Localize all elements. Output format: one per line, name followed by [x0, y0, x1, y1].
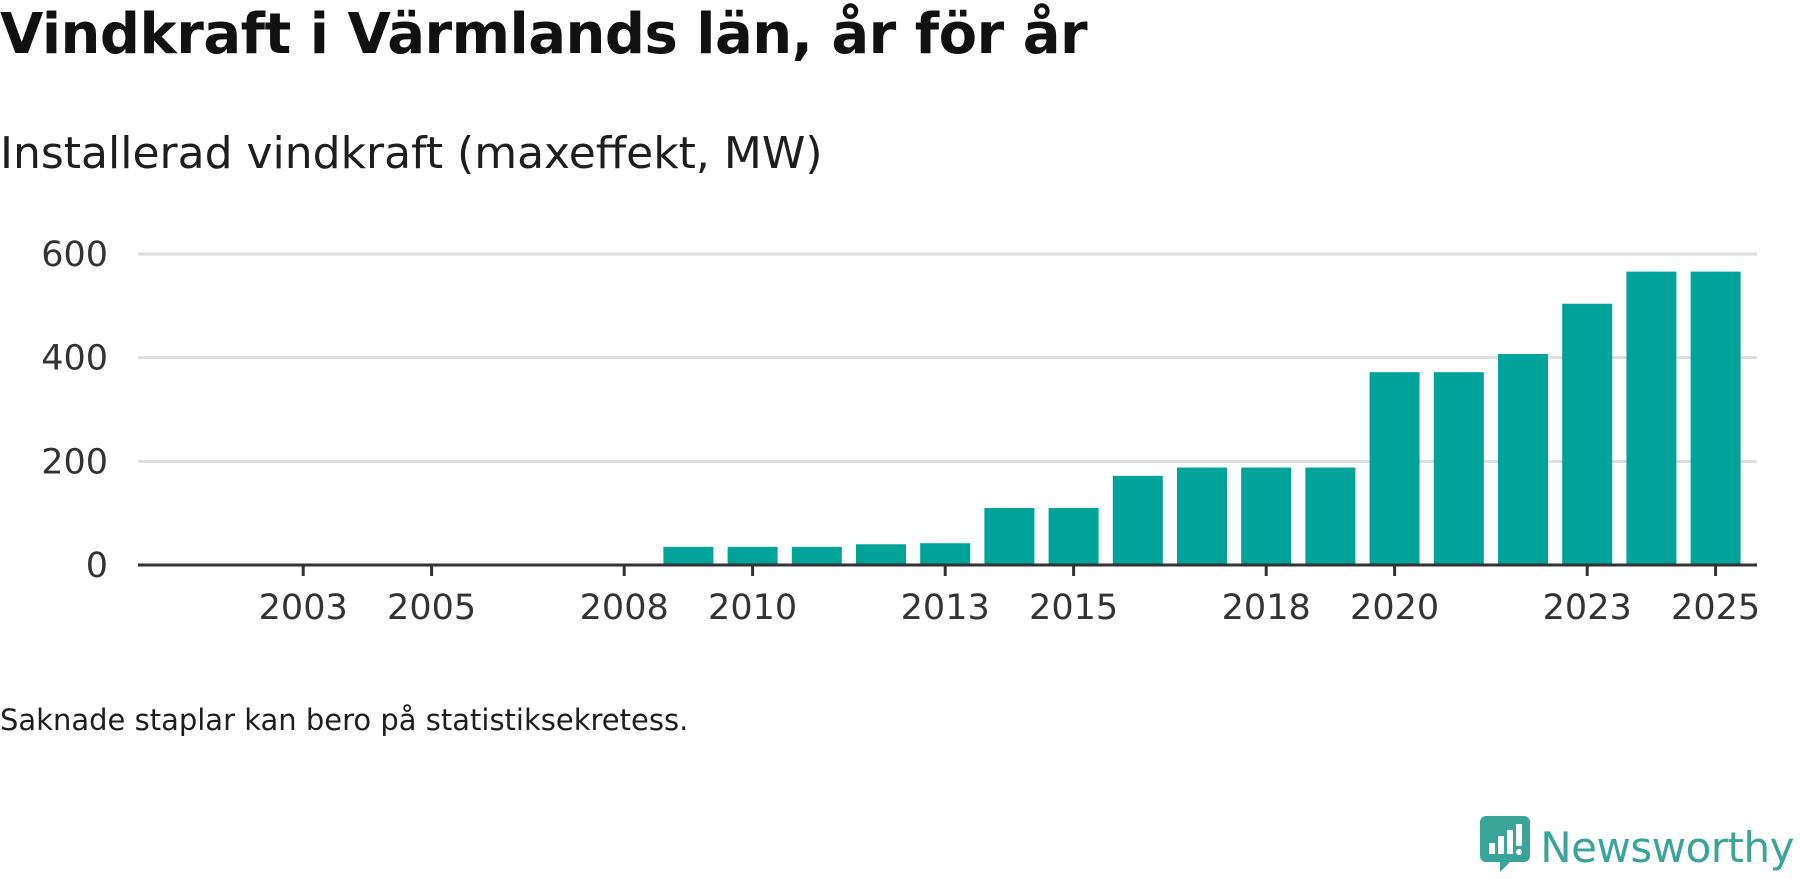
bar-2018 — [1241, 467, 1292, 565]
y-tick-label: 0 — [86, 546, 108, 586]
x-tick-label: 2025 — [1671, 588, 1760, 628]
x-tick-label: 2008 — [580, 588, 669, 628]
bar-2020 — [1369, 372, 1420, 565]
bar-2024 — [1626, 271, 1677, 565]
y-tick-label: 400 — [41, 339, 108, 379]
bar-2009 — [663, 546, 714, 565]
x-tick-label: 2023 — [1543, 588, 1632, 628]
gridlines — [138, 252, 1757, 463]
newsworthy-logo-icon — [1480, 816, 1531, 878]
x-tick-label: 2020 — [1350, 588, 1439, 628]
bar-2025 — [1690, 271, 1741, 565]
y-axis-labels: 0 200 400 600 — [41, 235, 108, 586]
bars — [663, 271, 1741, 565]
bar-2022 — [1498, 354, 1548, 565]
footnote: Saknade staplar kan bero på statistiksek… — [0, 703, 689, 737]
bar-2019 — [1305, 467, 1356, 565]
brand-name: Newsworthy — [1540, 822, 1794, 872]
bar-2012 — [856, 544, 906, 565]
bar-2011 — [791, 546, 842, 565]
x-tick-label: 2003 — [259, 588, 348, 628]
chart-subtitle: Installerad vindkraft (maxeffekt, MW) — [0, 128, 823, 179]
x-axis-labels: 2003 2005 2008 2010 2013 2015 2018 2020 2023 2025 — [259, 588, 1760, 628]
bar-2013 — [920, 543, 971, 565]
bar-2010 — [727, 546, 778, 565]
y-tick-label: 200 — [41, 442, 108, 482]
bar-2015 — [1048, 507, 1099, 565]
bar-2016 — [1112, 475, 1163, 565]
x-tick-label: 2015 — [1029, 588, 1118, 628]
bar-2014 — [984, 507, 1035, 565]
x-tick-label: 2018 — [1222, 588, 1311, 628]
x-tick-label: 2013 — [901, 588, 990, 628]
brand-logo: Newsworthy — [1480, 816, 1794, 878]
chart-title: Vindkraft i Värmlands län, år för år — [0, 2, 1088, 67]
bar-2017 — [1177, 467, 1227, 565]
y-tick-label: 600 — [41, 235, 108, 275]
x-tick-label: 2005 — [387, 588, 476, 628]
bar-2023 — [1562, 303, 1613, 565]
bar-2021 — [1433, 372, 1484, 565]
x-axis — [138, 563, 1757, 576]
x-tick-label: 2010 — [708, 588, 797, 628]
